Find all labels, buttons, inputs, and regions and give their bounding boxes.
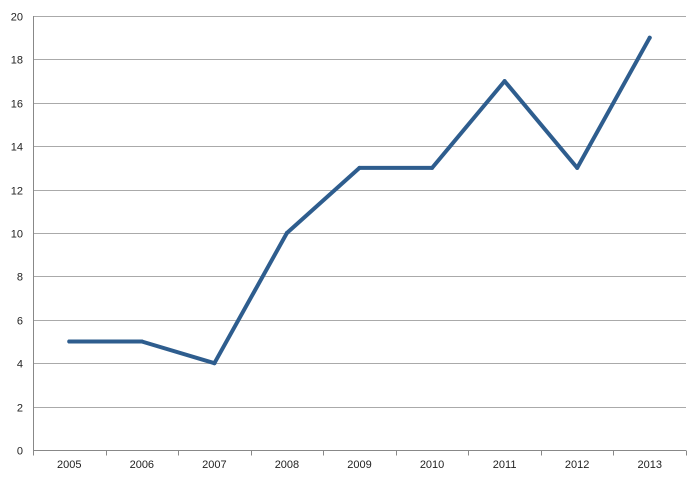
y-tick-label: 12 bbox=[11, 186, 23, 198]
gridlines bbox=[33, 16, 686, 408]
y-tick-label: 4 bbox=[17, 359, 23, 371]
series-layer bbox=[67, 35, 652, 366]
x-tick-label: 2012 bbox=[565, 459, 589, 471]
x-tick-label: 2010 bbox=[420, 459, 444, 471]
x-tick-label: 2005 bbox=[57, 459, 81, 471]
x-tick-label: 2011 bbox=[493, 459, 517, 471]
y-tick-label: 0 bbox=[17, 446, 23, 458]
y-axis-tick-labels: 0 2 4 6 8 10 12 14 16 18 20 bbox=[11, 12, 23, 458]
y-tick-label: 6 bbox=[17, 316, 23, 328]
x-tick-label: 2013 bbox=[637, 459, 661, 471]
x-tick-label: 2006 bbox=[130, 459, 154, 471]
x-axis-tick-labels: 2005 2006 2007 2008 2009 2010 2011 2012 2013 bbox=[57, 459, 662, 471]
data-point bbox=[430, 165, 435, 170]
y-tick-label: 8 bbox=[17, 272, 23, 284]
data-point bbox=[502, 79, 507, 84]
y-tick-label: 2 bbox=[17, 403, 23, 415]
data-point bbox=[575, 165, 580, 170]
y-tick-label: 10 bbox=[11, 229, 23, 241]
data-point bbox=[67, 339, 72, 344]
x-tick-label: 2007 bbox=[202, 459, 226, 471]
series-line bbox=[67, 35, 652, 366]
data-point bbox=[647, 35, 652, 40]
y-tick-label: 18 bbox=[11, 55, 23, 67]
axes bbox=[33, 16, 687, 456]
x-tick-label: 2008 bbox=[275, 459, 299, 471]
y-tick-label: 14 bbox=[11, 142, 23, 154]
y-tick-label: 16 bbox=[11, 99, 23, 111]
y-tick-label: 20 bbox=[11, 12, 23, 24]
x-tick-label: 2009 bbox=[347, 459, 371, 471]
data-point bbox=[212, 361, 217, 366]
data-point bbox=[139, 339, 144, 344]
data-point bbox=[357, 165, 362, 170]
data-point bbox=[284, 231, 289, 235]
